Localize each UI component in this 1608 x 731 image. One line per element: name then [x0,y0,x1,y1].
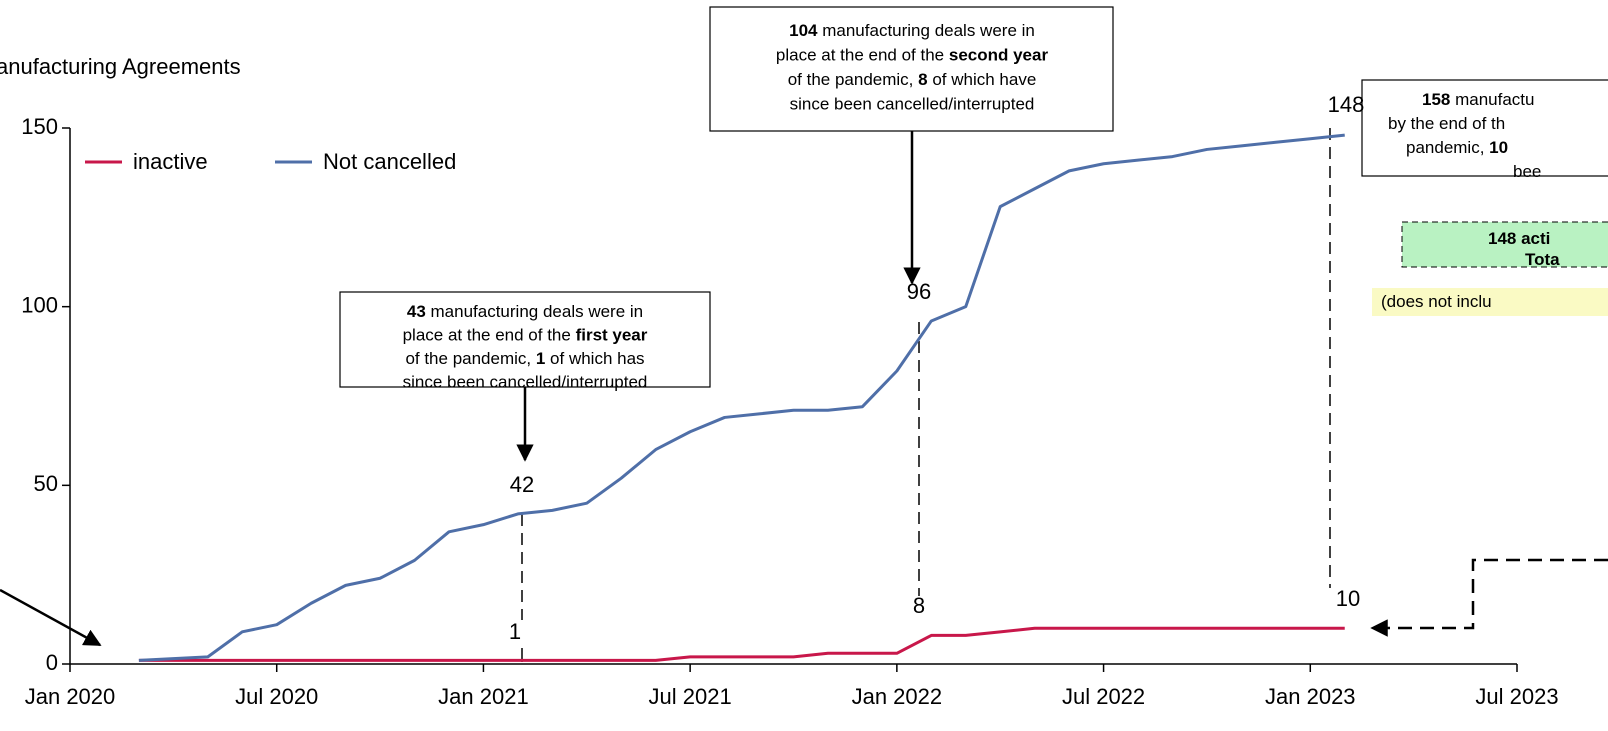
annotation-box [1372,288,1608,316]
annotation-run: Tota [1525,250,1560,269]
arrow [1370,558,1608,637]
annotation-run: since been cancelled/interrupted [790,95,1035,114]
annotation-run: second year [949,46,1049,65]
annotation-box [339,291,711,388]
x-tick-label: Jul 2023 [1475,684,1558,709]
x-tick-label: Jan 2021 [438,684,529,709]
arrow [0,588,102,647]
annotation-run: 10 [1489,138,1508,157]
point-label: 148 [1328,92,1365,117]
y-axis-label: anufacturing Agreements [0,54,241,79]
annotation-run: bee [1513,162,1541,181]
y-tick-label: 0 [46,650,58,675]
point-label: 10 [1336,586,1360,611]
y-tick-label: 150 [21,114,58,139]
x-tick-label: Jan 2020 [25,684,116,709]
annotation-text: by the end of th [1388,114,1505,133]
annotation-text: since been cancelled/interrupted [790,95,1035,114]
x-tick-label: Jan 2023 [1265,684,1356,709]
annotation-run: (does not inclu [1381,292,1492,311]
legend-label: Not cancelled [323,149,456,174]
annotation-box [709,6,1114,132]
annotation-run: 148 acti [1488,229,1550,248]
annotation-text: since been cancelled/interrupted [403,373,648,392]
point-label: 1 [509,619,521,644]
annotation-run: place at the end of the [403,326,576,345]
annotation-run: 1 [536,349,545,368]
y-tick-label: 100 [21,292,58,317]
annotation-run: by the end of th [1388,114,1505,133]
annotation-text: place at the end of the second year [776,46,1049,65]
annotation-run: of the pandemic, [405,349,535,368]
annotation-text: place at the end of the first year [403,326,648,345]
annotation-run: first year [576,326,648,345]
series-line [138,133,1345,662]
point-label: 42 [510,472,534,497]
annotation-box [1401,221,1608,268]
annotation-text: of the pandemic, 8 of which have [788,70,1037,89]
annotation-text: 43 manufacturing deals were in [407,302,643,321]
annotation-run: place at the end of the [776,46,949,65]
annotation-run: manufacturing deals were in [426,302,643,321]
annotation-text: 104 manufacturing deals were in [789,21,1035,40]
y-tick-label: 50 [34,471,58,496]
annotation-box [1361,79,1608,177]
x-tick-label: Jul 2022 [1062,684,1145,709]
x-tick-label: Jan 2022 [852,684,943,709]
annotation-run: pandemic, [1406,138,1489,157]
annotation-text: pandemic, 10 [1406,138,1508,157]
annotation-text: 148 acti [1488,229,1550,248]
legend-label: inactive [133,149,208,174]
annotation-text: bee [1513,162,1541,181]
point-label: 8 [913,593,925,618]
x-tick-label: Jul 2021 [649,684,732,709]
annotation-run: of which have [928,70,1037,89]
annotation-run: since been cancelled/interrupted [403,373,648,392]
x-tick-label: Jul 2020 [235,684,318,709]
annotation-text: of the pandemic, 1 of which has [405,349,644,368]
annotation-run: of which has [545,349,644,368]
annotation-run: 8 [918,70,927,89]
annotation-text: 158 manufactu [1422,90,1534,109]
annotation-run: manufacturing deals were in [818,21,1035,40]
annotation-run: manufactu [1450,90,1534,109]
annotation-run: 158 [1422,90,1450,109]
annotation-text: (does not inclu [1381,292,1492,311]
point-label: 96 [907,279,931,304]
annotation-run: 104 [789,21,818,40]
annotation-run: of the pandemic, [788,70,918,89]
annotation-text: Tota [1525,250,1560,269]
series-line [138,626,1345,662]
annotation-run: 43 [407,302,426,321]
